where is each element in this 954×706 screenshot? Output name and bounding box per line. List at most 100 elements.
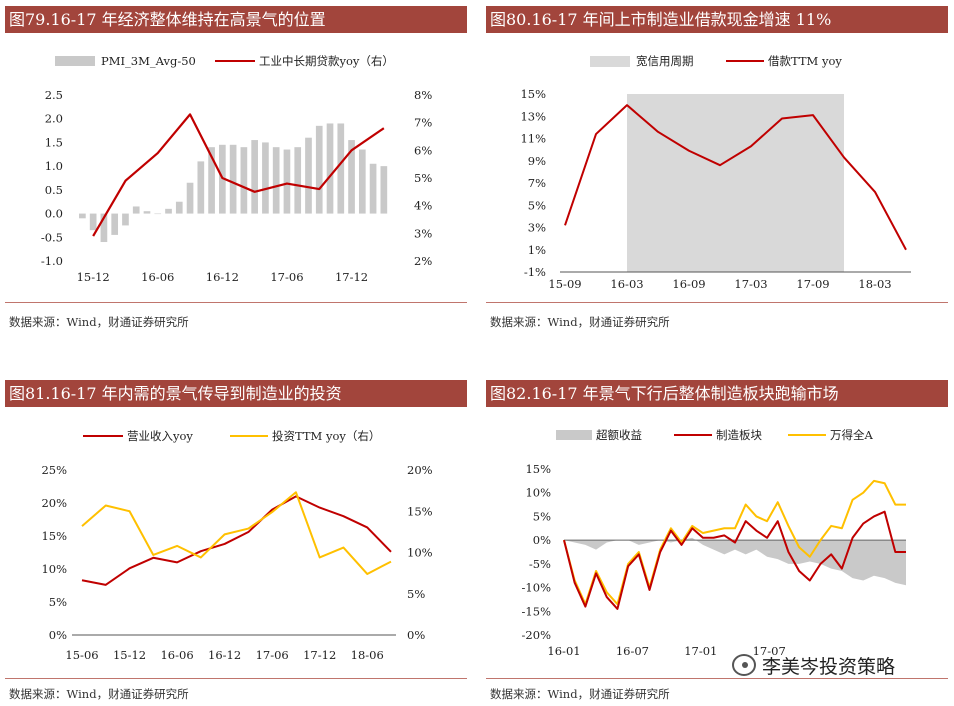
y-tick-label-left: 1.5 xyxy=(45,135,63,149)
x-tick-label: 17-06 xyxy=(256,648,289,662)
y-tick-label: 5% xyxy=(533,509,551,523)
bar xyxy=(283,149,291,214)
data-source-note: 数据来源：Wind，财通证券研究所 xyxy=(490,687,670,701)
y-tick-label: 1% xyxy=(528,243,546,257)
bar xyxy=(89,213,97,231)
y-tick-label-left: 0% xyxy=(49,628,67,642)
y-tick-label-left: 25% xyxy=(41,463,67,477)
x-tick-label: 17-06 xyxy=(270,270,303,284)
y-tick-label: 0% xyxy=(533,533,551,547)
bar xyxy=(337,123,345,214)
y-tick-label-right: 0% xyxy=(407,628,425,642)
y-tick-label-left: 0.0 xyxy=(45,207,63,221)
y-tick-label: -5% xyxy=(529,557,551,571)
legend-swatch-shade xyxy=(590,56,630,67)
x-tick-label: 16-12 xyxy=(206,270,239,284)
series-line xyxy=(81,495,392,586)
legend-label: 万得全A xyxy=(830,428,873,442)
divider xyxy=(5,678,467,679)
y-tick-label: 9% xyxy=(528,154,546,168)
divider xyxy=(486,302,948,303)
x-tick-label: 17-01 xyxy=(684,644,717,658)
x-tick-label: 17-03 xyxy=(734,277,767,291)
excess-return-area xyxy=(564,537,906,586)
legend-label: 超额收益 xyxy=(596,428,642,442)
y-tick-label-left: -1.0 xyxy=(41,254,63,268)
data-source-note: 数据来源：Wind，财通证券研究所 xyxy=(9,315,189,329)
chart-title: 图79.16-17 年经济整体维持在高景气的位置 xyxy=(5,6,467,33)
chart-panel-82: 图82.16-17 年景气下行后整体制造板块跑输市场 超额收益 制造板块 万得全A -… xyxy=(486,380,948,706)
y-tick-label: 13% xyxy=(520,109,546,123)
x-tick-label: 17-07 xyxy=(753,644,786,658)
data-source-note: 数据来源：Wind，财通证券研究所 xyxy=(9,687,189,701)
legend-label: 营业收入yoy xyxy=(127,429,193,443)
y-tick-label-right: 3% xyxy=(414,226,432,240)
bar xyxy=(229,144,237,214)
legend-label: 借款TTM yoy xyxy=(768,54,842,68)
y-tick-label-right: 8% xyxy=(414,88,432,102)
chart-panel-79: 图79.16-17 年经济整体维持在高景气的位置 PMI_3M_Avg-50 工业… xyxy=(5,6,467,336)
x-tick-label: 16-12 xyxy=(208,648,241,662)
bar xyxy=(272,147,280,214)
legend-label: 投资TTM yoy（右） xyxy=(272,429,380,443)
x-tick-label: 15-12 xyxy=(113,648,146,662)
y-tick-label-right: 10% xyxy=(407,546,433,560)
chart-svg: 营业收入yoy 投资TTM yoy（右） 0% 5% 10% 15% 20% 25% 0% 5% 1… xyxy=(41,429,433,662)
y-tick-label: -1% xyxy=(524,265,546,279)
bar xyxy=(132,206,140,214)
chart-title: 图80.16-17 年间上市制造业借款现金增速 11% xyxy=(486,6,948,33)
bar xyxy=(165,208,172,214)
x-tick-label: 17-09 xyxy=(796,277,829,291)
series-line xyxy=(563,510,906,610)
y-tick-label-left: 20% xyxy=(41,496,67,510)
y-tick-label-left: -0.5 xyxy=(41,230,63,244)
bar xyxy=(380,166,388,214)
data-source-note: 数据来源：Wind，财通证券研究所 xyxy=(490,315,670,329)
bar xyxy=(315,125,323,214)
divider xyxy=(486,678,948,679)
y-tick-label: 7% xyxy=(528,176,546,190)
legend-swatch-area xyxy=(556,430,592,440)
x-tick-label: 18-03 xyxy=(858,277,891,291)
x-tick-label: 17-12 xyxy=(335,270,368,284)
bar xyxy=(251,140,258,214)
bar xyxy=(208,147,215,214)
series-line xyxy=(92,113,385,237)
bar xyxy=(79,213,86,219)
y-tick-label: 15% xyxy=(525,462,551,476)
y-tick-label: 3% xyxy=(528,221,546,235)
bar xyxy=(358,149,366,214)
legend-label: PMI_3M_Avg-50 xyxy=(101,54,196,68)
chart-panel-80: 图80.16-17 年间上市制造业借款现金增速 11% 宽信用周期 借款TTM y… xyxy=(486,6,948,336)
series-line xyxy=(81,491,392,575)
bar xyxy=(154,213,162,215)
x-tick-label: 15-12 xyxy=(77,270,110,284)
x-tick-label: 16-01 xyxy=(547,644,580,658)
y-tick-label-left: 15% xyxy=(41,529,67,543)
bar xyxy=(122,213,129,226)
bar xyxy=(197,161,205,214)
y-tick-label-left: 2.5 xyxy=(45,88,63,102)
y-tick-label: -20% xyxy=(522,628,552,642)
watermark-text: 李美岑投资策略 xyxy=(762,655,896,678)
y-tick-label-left: 10% xyxy=(41,562,67,576)
bar xyxy=(326,123,334,214)
y-tick-label: -10% xyxy=(522,581,552,595)
y-tick-label-right: 20% xyxy=(407,463,433,477)
series-line xyxy=(564,104,907,251)
y-tick-label-right: 2% xyxy=(414,254,432,268)
x-tick-label: 16-07 xyxy=(616,644,649,658)
bar xyxy=(369,163,377,214)
y-tick-label-right: 6% xyxy=(414,143,432,157)
chart-title: 图82.16-17 年景气下行后整体制造板块跑输市场 xyxy=(486,380,948,407)
bar xyxy=(100,213,108,243)
y-tick-label: 11% xyxy=(520,132,546,146)
y-tick-label-right: 5% xyxy=(414,171,432,185)
y-tick-label: 5% xyxy=(528,198,546,212)
chart-svg: PMI_3M_Avg-50 工业中长期贷款yoy（右） -1.0 -0.5 0.0 0.5… xyxy=(41,54,433,284)
bar xyxy=(305,137,312,214)
chart-svg: 超额收益 制造板块 万得全A -20% -15% -10% -5% 0% 5% 10% 15% 16-… xyxy=(522,428,906,658)
wechat-icon xyxy=(732,654,756,676)
y-tick-label-left: 1.0 xyxy=(45,159,63,173)
x-tick-label: 18-06 xyxy=(351,648,384,662)
